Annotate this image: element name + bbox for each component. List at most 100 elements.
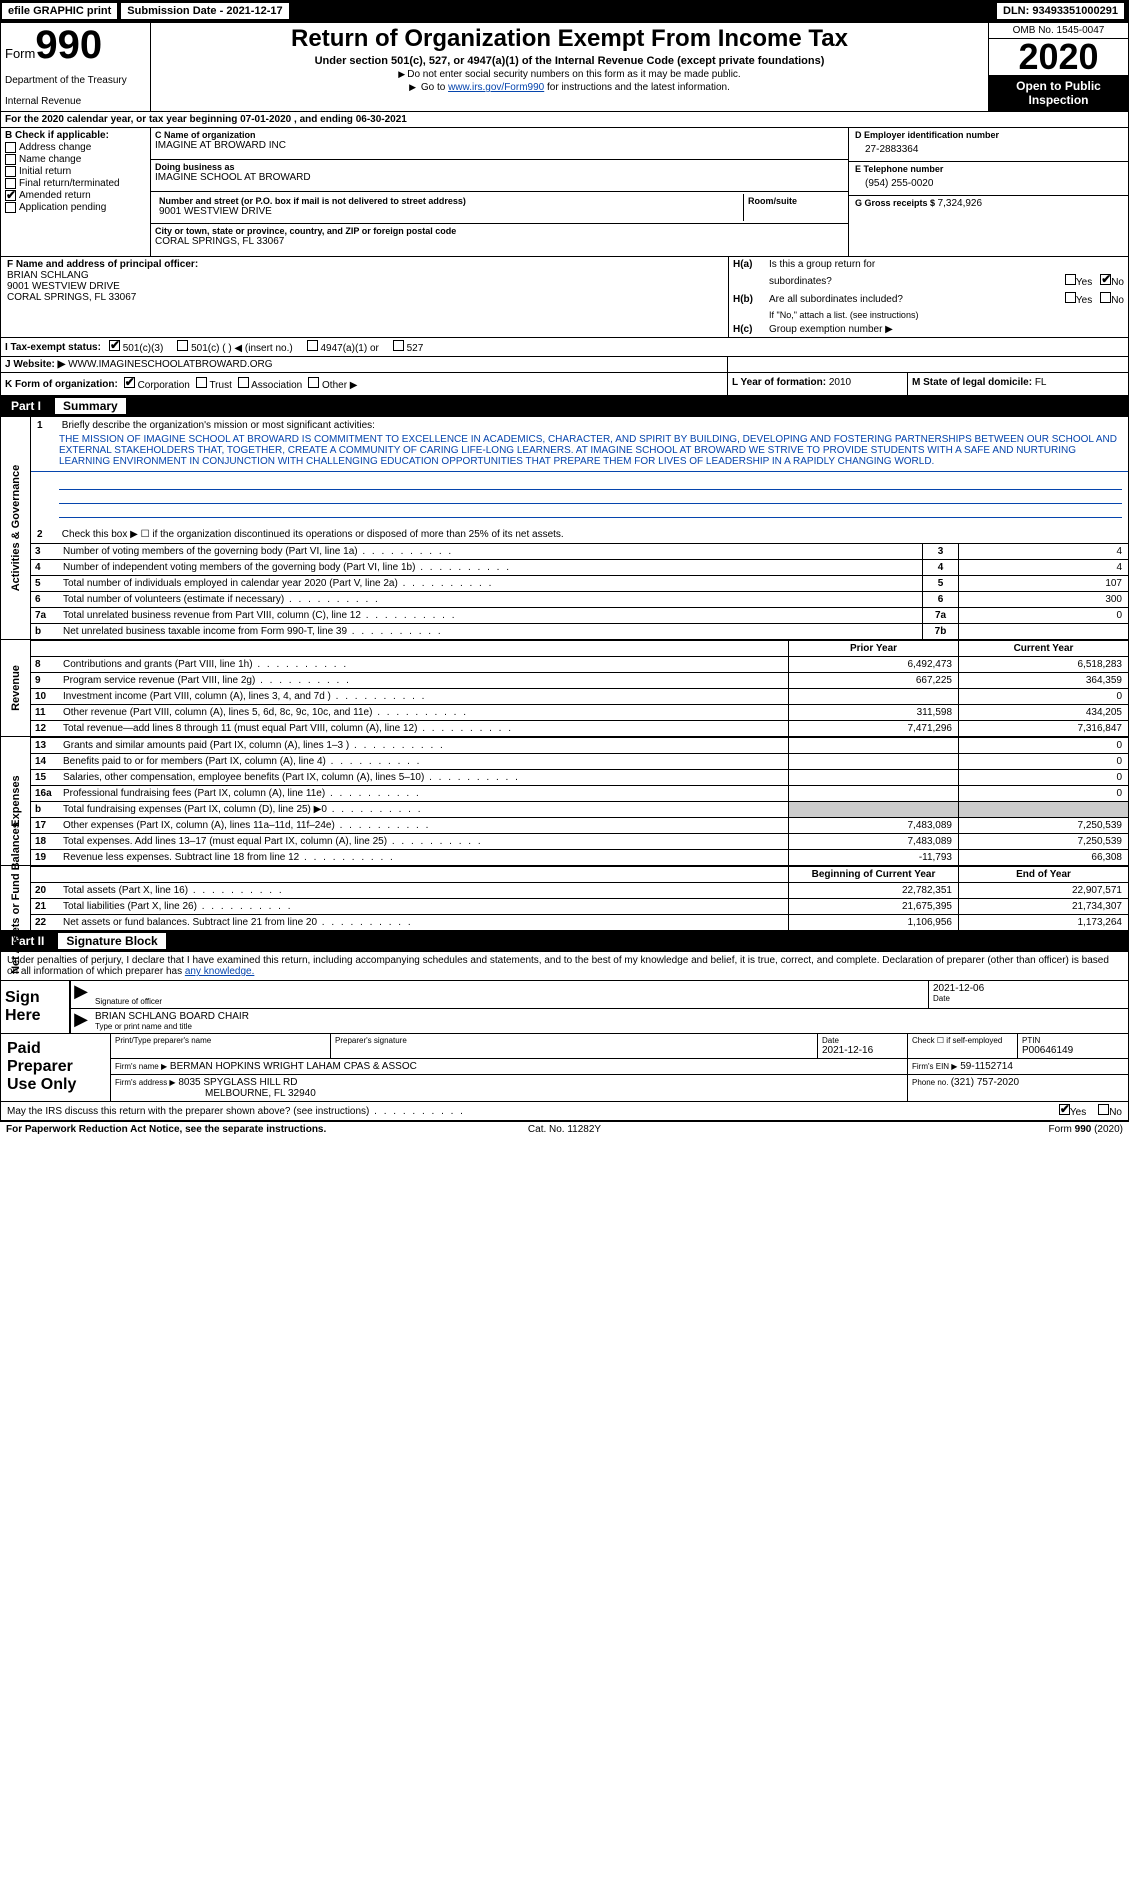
officer-name: BRIAN SCHLANG xyxy=(7,270,722,281)
form-header: Form 990 Department of the Treasury Inte… xyxy=(0,22,1129,112)
tab-activities-governance: Activities & Governance xyxy=(1,417,31,639)
row-current: 22,907,571 xyxy=(958,883,1128,898)
row-desc: Contributions and grants (Part VIII, lin… xyxy=(59,657,788,672)
row-current: 1,173,264 xyxy=(958,915,1128,930)
row-prior: 22,782,351 xyxy=(788,883,958,898)
block-fh: F Name and address of principal officer:… xyxy=(0,257,1129,338)
hb-yes[interactable]: Yes xyxy=(1065,292,1092,306)
row-a-begin: 07-01-2020 xyxy=(240,114,291,125)
chk-address-change[interactable]: Address change xyxy=(5,142,146,153)
chk-application-pending[interactable]: Application pending xyxy=(5,202,146,213)
dept-irs: Internal Revenue xyxy=(5,96,146,107)
officer-addr1: 9001 WESTVIEW DRIVE xyxy=(7,281,722,292)
row-box-num: 3 xyxy=(922,544,958,559)
row-prior xyxy=(788,802,958,817)
row-prior xyxy=(788,689,958,704)
row-num: 7a xyxy=(31,608,59,623)
section-d: D Employer identification number 27-2883… xyxy=(848,128,1128,256)
row-current: 6,518,283 xyxy=(958,657,1128,672)
row-a-end: 06-30-2021 xyxy=(356,114,407,125)
row-desc: Revenue less expenses. Subtract line 18 … xyxy=(59,850,788,865)
ssn-warning: Do not enter social security numbers on … xyxy=(157,69,982,80)
row-desc: Net assets or fund balances. Subtract li… xyxy=(59,915,788,930)
org-name: IMAGINE AT BROWARD INC xyxy=(155,140,844,151)
efile-badge: efile GRAPHIC print xyxy=(1,2,118,20)
gov-row: 4Number of independent voting members of… xyxy=(31,559,1128,575)
form-title: Return of Organization Exempt From Incom… xyxy=(157,25,982,53)
chk-final-return[interactable]: Final return/terminated xyxy=(5,178,146,189)
firm-name-label: Firm's name ▶ xyxy=(115,1062,167,1071)
goto-pre: Go to xyxy=(421,82,448,93)
tab-revenue: Revenue xyxy=(1,640,31,736)
row-box-val: 0 xyxy=(958,608,1128,623)
row-box-num: 6 xyxy=(922,592,958,607)
discuss-yes[interactable]: Yes xyxy=(1059,1104,1086,1118)
row-desc: Program service revenue (Part VIII, line… xyxy=(59,673,788,688)
row-a-text: For the 2020 calendar year, or tax year … xyxy=(5,114,240,125)
opt-501c3[interactable]: 501(c)(3) xyxy=(109,340,163,354)
prep-self-label: Check ☐ if self-employed xyxy=(912,1036,1013,1045)
firm-phone-label: Phone no. xyxy=(912,1078,951,1087)
hb-no[interactable]: No xyxy=(1100,292,1124,306)
row-num: 12 xyxy=(31,721,59,736)
gov-row: 7aTotal unrelated business revenue from … xyxy=(31,607,1128,623)
discuss-no[interactable]: No xyxy=(1098,1104,1122,1118)
row-prior xyxy=(788,738,958,753)
opt-assoc[interactable]: Association xyxy=(238,377,302,391)
opt-501c[interactable]: 501(c) ( ) ◀ (insert no.) xyxy=(177,340,292,354)
firm-ein-label: Firm's EIN ▶ xyxy=(912,1062,957,1071)
row-box-val: 4 xyxy=(958,560,1128,575)
fin-row: 11Other revenue (Part VIII, column (A), … xyxy=(31,704,1128,720)
opt-other[interactable]: Other ▶ xyxy=(308,377,357,391)
form-subtitle: Under section 501(c), 527, or 4947(a)(1)… xyxy=(157,55,982,67)
chk-name-change[interactable]: Name change xyxy=(5,154,146,165)
website-label: J Website: ▶ xyxy=(5,359,65,370)
header-left: Form 990 Department of the Treasury Inte… xyxy=(1,23,151,111)
row-current: 434,205 xyxy=(958,705,1128,720)
ptin-label: PTIN xyxy=(1022,1036,1124,1045)
state-domicile-label: M State of legal domicile: xyxy=(912,377,1035,388)
city-value: CORAL SPRINGS, FL 33067 xyxy=(155,236,844,247)
fin-row: 19Revenue less expenses. Subtract line 1… xyxy=(31,849,1128,865)
prep-name-label: Print/Type preparer's name xyxy=(115,1036,326,1045)
opt-corp[interactable]: Corporation xyxy=(124,377,190,391)
officer-printed-label: Type or print name and title xyxy=(95,1022,1124,1031)
row-num: 18 xyxy=(31,834,59,849)
firm-addr-label: Firm's address ▶ xyxy=(115,1078,176,1087)
tax-exempt-label: I Tax-exempt status: xyxy=(5,342,101,353)
arrow-icon: ▶ xyxy=(71,1009,91,1033)
opt-trust[interactable]: Trust xyxy=(196,377,232,391)
blank-blue-line xyxy=(59,476,1122,490)
opt-4947[interactable]: 4947(a)(1) or xyxy=(307,340,379,354)
part2-header: Part II Signature Block xyxy=(0,931,1129,952)
firm-ein-value: 59-1152714 xyxy=(960,1061,1013,1072)
ha-no[interactable]: No xyxy=(1100,274,1124,288)
row-prior: 6,492,473 xyxy=(788,657,958,672)
row-prior: 7,483,089 xyxy=(788,818,958,833)
footer: For Paperwork Reduction Act Notice, see … xyxy=(0,1121,1129,1137)
blank-blue-line xyxy=(59,504,1122,518)
ha-yes[interactable]: Yes xyxy=(1065,274,1092,288)
any-knowledge-link[interactable]: any knowledge. xyxy=(185,966,255,977)
row-desc: Total fundraising expenses (Part IX, col… xyxy=(59,802,788,817)
prep-date-value: 2021-12-16 xyxy=(822,1045,903,1056)
chk-amended-return[interactable]: Amended return xyxy=(5,190,146,201)
irs-link[interactable]: www.irs.gov/Form990 xyxy=(448,82,544,93)
mission-text: THE MISSION OF IMAGINE SCHOOL AT BROWARD… xyxy=(31,434,1128,472)
row-current: 7,250,539 xyxy=(958,818,1128,833)
website-value: WWW.IMAGINESCHOOLATBROWARD.ORG xyxy=(68,359,272,370)
row-current xyxy=(958,802,1128,817)
goto-line: Go to www.irs.gov/Form990 for instructio… xyxy=(157,82,982,93)
firm-addr1: 8035 SPYGLASS HILL RD xyxy=(178,1077,297,1088)
row-desc: Salaries, other compensation, employee b… xyxy=(59,770,788,785)
gross-label: G Gross receipts $ xyxy=(855,198,938,208)
paperwork-notice: For Paperwork Reduction Act Notice, see … xyxy=(6,1124,528,1135)
paid-preparer-label: Paid Preparer Use Only xyxy=(1,1034,111,1101)
chk-initial-return[interactable]: Initial return xyxy=(5,166,146,177)
ha-q1: Is this a group return for xyxy=(769,259,875,270)
row-current: 66,308 xyxy=(958,850,1128,865)
row-desc: Total unrelated business revenue from Pa… xyxy=(59,608,922,623)
opt-527[interactable]: 527 xyxy=(393,340,423,354)
part1-num: Part I xyxy=(7,399,51,413)
row-desc: Number of voting members of the governin… xyxy=(59,544,922,559)
